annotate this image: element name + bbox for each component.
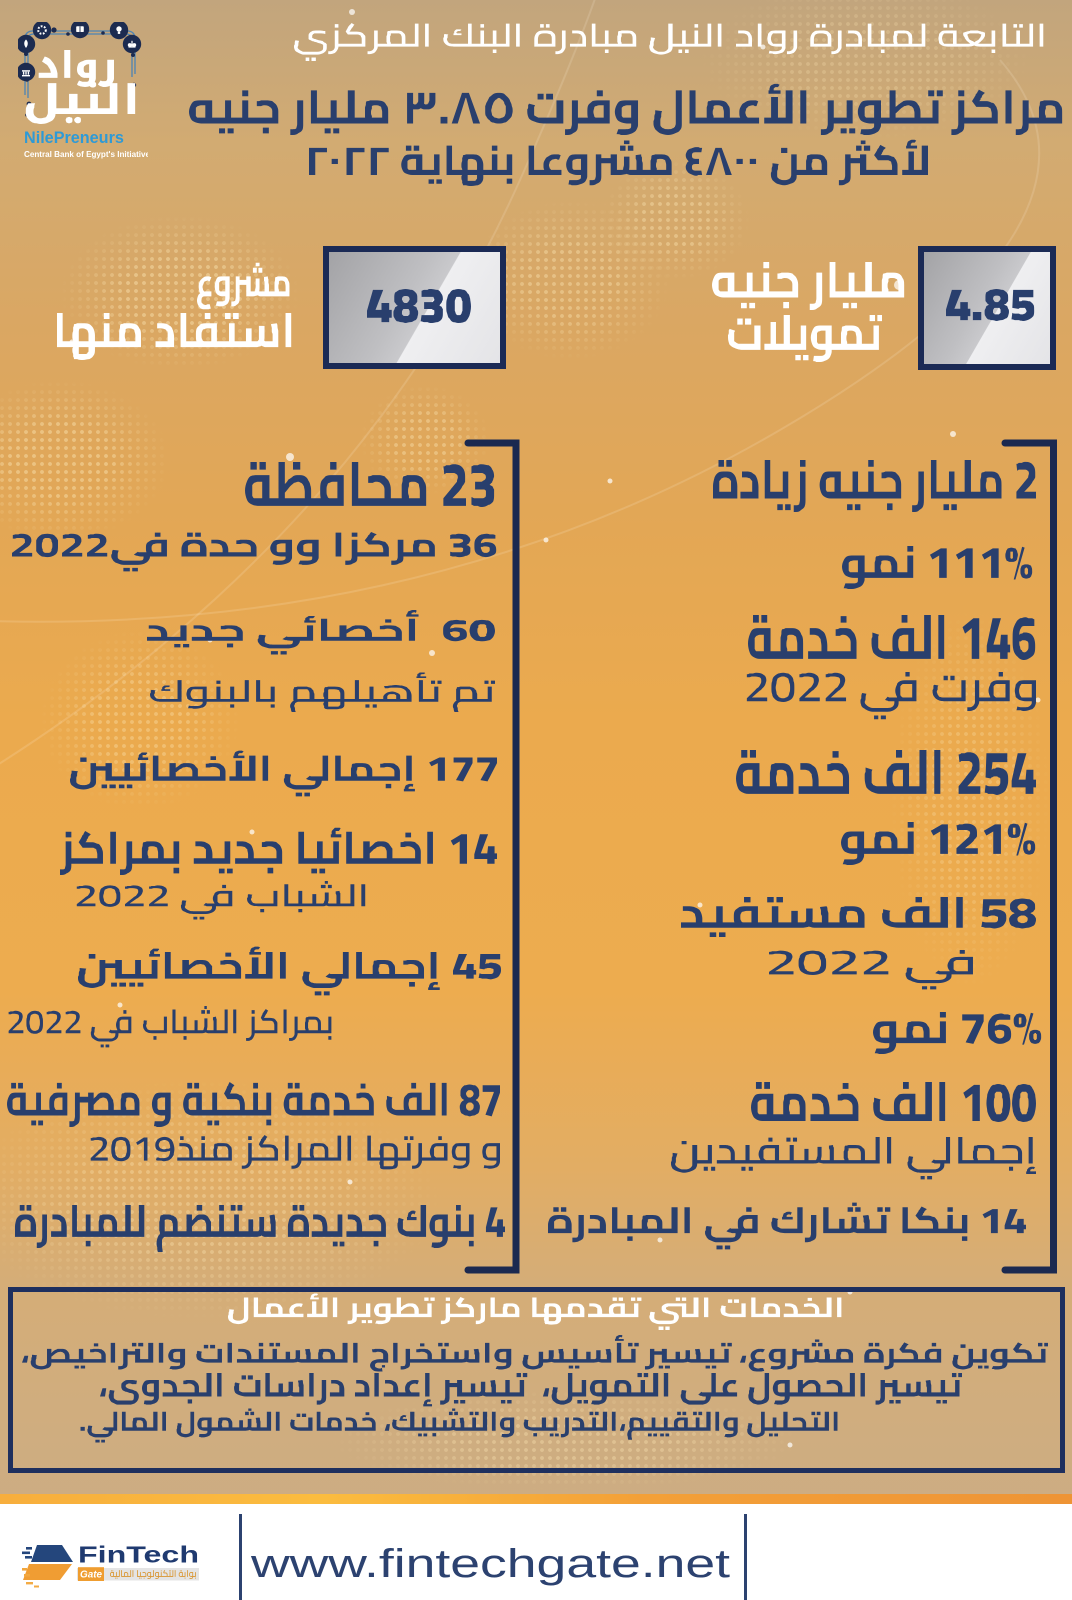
svg-text:Gate: Gate bbox=[80, 1569, 102, 1581]
svg-text:Central Bank of Egypt's Initia: Central Bank of Egypt's Initiative bbox=[24, 150, 148, 159]
svg-text:www.fintechgate.net: www.fintechgate.net bbox=[250, 1542, 730, 1586]
svg-text:FinTech: FinTech bbox=[78, 1542, 199, 1568]
svg-text:NilePreneurs: NilePreneurs bbox=[24, 129, 124, 147]
